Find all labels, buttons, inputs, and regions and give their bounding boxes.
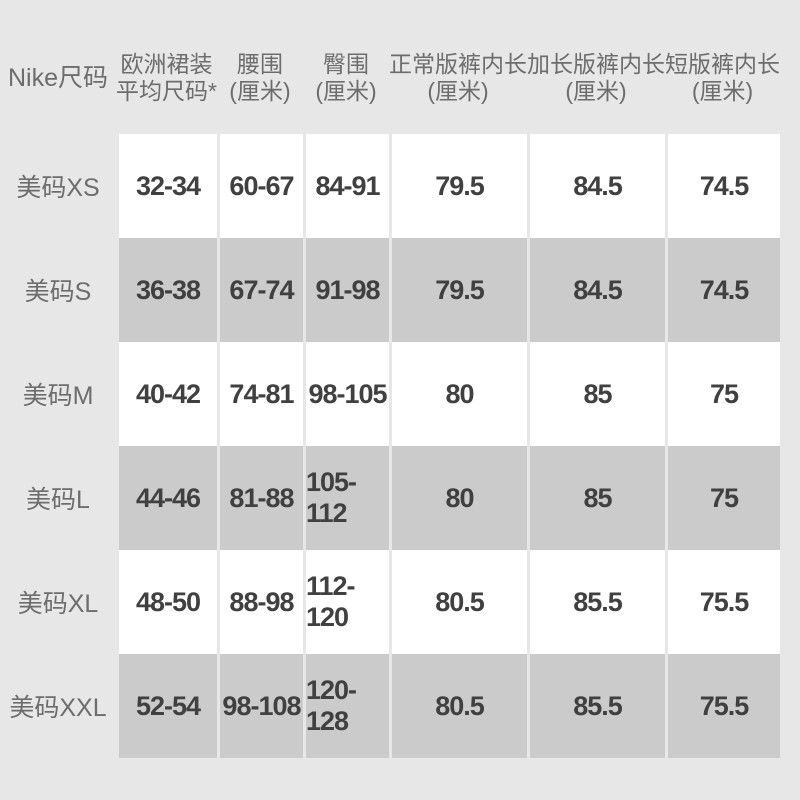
table-cell: 85.5 xyxy=(527,654,665,758)
table-cell: 60-67 xyxy=(216,134,303,238)
table-cell: 105-112 xyxy=(302,446,389,550)
table-cell: 98-108 xyxy=(216,654,303,758)
header-cell-nike-size: Nike尺码 xyxy=(0,0,116,134)
table-cell: 75 xyxy=(665,446,780,550)
row-label: 美码M xyxy=(22,382,94,410)
row-label: 美码XXL xyxy=(9,694,107,722)
header-line2: (厘米) xyxy=(565,78,627,104)
header-line1: 短版裤内长 xyxy=(665,51,780,77)
table-cell: 74.5 xyxy=(665,134,780,238)
header-cell-hip: 臀围 (厘米) xyxy=(303,0,389,134)
row-label: 美码S xyxy=(24,278,92,306)
header-line2: (厘米) xyxy=(315,78,377,104)
row-label: 美码XL xyxy=(17,590,99,618)
table-cell: 32-34 xyxy=(116,134,217,238)
table-cell: 75.5 xyxy=(665,550,780,654)
header-cell-eu-dress-size: 欧洲裙装 平均尺码* xyxy=(116,0,217,134)
table-cell: 84.5 xyxy=(527,238,665,342)
header-line2: (厘米) xyxy=(427,78,489,104)
table-cell: 80 xyxy=(389,342,527,446)
table-cell: 52-54 xyxy=(116,654,217,758)
header-label: Nike尺码 xyxy=(7,63,108,92)
table-cell: 44-46 xyxy=(116,446,217,550)
header-cell-waist: 腰围 (厘米) xyxy=(217,0,303,134)
table-cell: 79.5 xyxy=(389,238,527,342)
header-line1: 正常版裤内长 xyxy=(389,51,527,77)
table-cell: 85 xyxy=(527,342,665,446)
size-chart-table: Nike尺码 欧洲裙装 平均尺码* 腰围 (厘米) 臀围 (厘米) 正常版裤内长… xyxy=(0,0,780,758)
table-cell: 112-120 xyxy=(302,550,389,654)
table-cell: 85.5 xyxy=(527,550,665,654)
table-cell: 120-128 xyxy=(302,654,389,758)
table-cell: 91-98 xyxy=(302,238,389,342)
header-cell-regular-inseam: 正常版裤内长 (厘米) xyxy=(389,0,527,134)
header-line1: 加长版裤内长 xyxy=(527,51,665,77)
table-cell: 80.5 xyxy=(389,654,527,758)
table-cell: 36-38 xyxy=(116,238,217,342)
header-line2: (厘米) xyxy=(691,78,754,104)
table-cell: 88-98 xyxy=(216,550,303,654)
table-cell: 84.5 xyxy=(527,134,665,238)
table-cell: 48-50 xyxy=(116,550,217,654)
table-cell: 80 xyxy=(389,446,527,550)
header-line1: 臀围 xyxy=(322,51,369,77)
table-cell: 75 xyxy=(665,342,780,446)
table-cell: 98-105 xyxy=(302,342,389,446)
table-cell: 79.5 xyxy=(389,134,527,238)
table-cell: 67-74 xyxy=(216,238,303,342)
header-cell-short-inseam: 短版裤内长 (厘米) xyxy=(665,0,780,134)
table-cell: 85 xyxy=(527,446,665,550)
table-cell: 74-81 xyxy=(216,342,303,446)
table-cell: 40-42 xyxy=(116,342,217,446)
header-line2: 平均尺码* xyxy=(116,78,217,104)
table-cell: 81-88 xyxy=(216,446,303,550)
table-cell: 84-91 xyxy=(302,134,389,238)
row-label: 美码L xyxy=(26,486,90,514)
table-cell: 74.5 xyxy=(665,238,780,342)
header-line1: 腰围 xyxy=(236,51,283,77)
header-line1: 欧洲裙装 xyxy=(120,51,213,77)
header-cell-long-inseam: 加长版裤内长 (厘米) xyxy=(527,0,665,134)
table-cell: 75.5 xyxy=(665,654,780,758)
row-label: 美码XS xyxy=(16,174,100,202)
header-line2: (厘米) xyxy=(229,78,291,104)
table-cell: 80.5 xyxy=(389,550,527,654)
